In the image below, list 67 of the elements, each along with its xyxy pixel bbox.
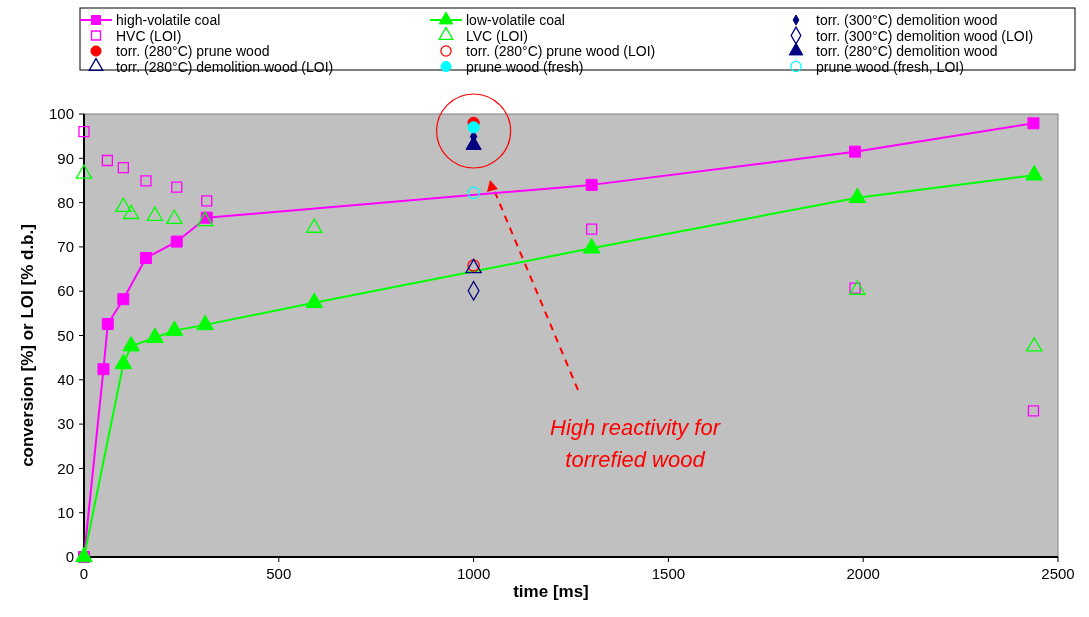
x-tick-label: 1000 <box>456 565 491 582</box>
point <box>146 327 164 344</box>
y-tick-label: 10 <box>57 503 74 521</box>
point <box>171 181 183 193</box>
point <box>849 280 866 295</box>
legend-label: prune wood (fresh, LOI) <box>816 58 964 75</box>
y-tick-label: 50 <box>57 326 74 344</box>
point <box>165 320 184 336</box>
x-tick-label: 1500 <box>651 565 686 582</box>
point <box>170 235 183 248</box>
point <box>140 175 152 187</box>
legend-label: high-volatile coal <box>116 12 221 28</box>
point <box>122 204 140 220</box>
point <box>582 238 601 254</box>
x-tick-label: 2000 <box>846 565 880 582</box>
point <box>849 145 862 158</box>
y-tick-label: 20 <box>57 459 74 477</box>
point <box>467 121 480 134</box>
legend-label: HVC (LOI) <box>116 27 182 44</box>
point <box>101 317 114 330</box>
point <box>848 187 867 204</box>
point <box>115 197 132 213</box>
point <box>101 154 114 167</box>
point <box>166 209 183 225</box>
point <box>75 164 93 179</box>
point <box>1025 337 1043 352</box>
legend-label: torr. (280°C) demolition wood <box>816 43 998 59</box>
point <box>75 546 93 563</box>
x-tick-label: 500 <box>266 565 292 582</box>
point <box>117 293 130 306</box>
point <box>585 178 598 191</box>
y-tick-label: 90 <box>57 149 74 167</box>
legend-label: torr. (280°C) demolition wood (LOI) <box>116 58 334 75</box>
legend-label: torr. (300°C) demolition wood (LOI) <box>816 27 1034 44</box>
x-tick-label: 0 <box>79 565 89 582</box>
y-tick-label: 80 <box>57 193 74 211</box>
y-tick-label: 0 <box>65 548 74 566</box>
legend-label: torr. (280°C) prune wood <box>116 43 270 59</box>
y-tick-label: 30 <box>57 415 74 433</box>
annotation: High reactivity for torrefied wood <box>550 415 722 472</box>
point <box>201 195 213 207</box>
y-tick-label: 60 <box>57 282 74 300</box>
point <box>305 292 324 309</box>
point <box>467 186 480 200</box>
point <box>117 161 129 174</box>
legend-label: prune wood (fresh) <box>466 58 584 75</box>
x-tick-label: 2500 <box>1041 565 1075 582</box>
point <box>196 211 214 227</box>
point <box>586 223 598 235</box>
legend-label: low-volatile coal <box>466 12 565 28</box>
legend-label: torr. (300°C) demolition wood <box>816 12 998 28</box>
point <box>1025 164 1044 181</box>
legend-label: LVC (LOI) <box>466 27 528 44</box>
y-axis-title: conversion [%] or LOI [% d.b.] <box>18 224 37 467</box>
point <box>146 206 164 221</box>
point <box>78 126 90 138</box>
legend-label: torr. (280°C) prune wood (LOI) <box>466 43 656 59</box>
point <box>114 353 133 370</box>
point <box>139 251 152 264</box>
y-tick-label: 100 <box>48 105 74 123</box>
y-tick-label: 40 <box>57 371 74 389</box>
point <box>1027 117 1040 130</box>
point <box>196 314 215 331</box>
point <box>122 335 140 352</box>
point <box>306 218 323 233</box>
y-tick-label: 70 <box>57 238 74 256</box>
x-axis-title: time [ms] <box>513 582 589 601</box>
